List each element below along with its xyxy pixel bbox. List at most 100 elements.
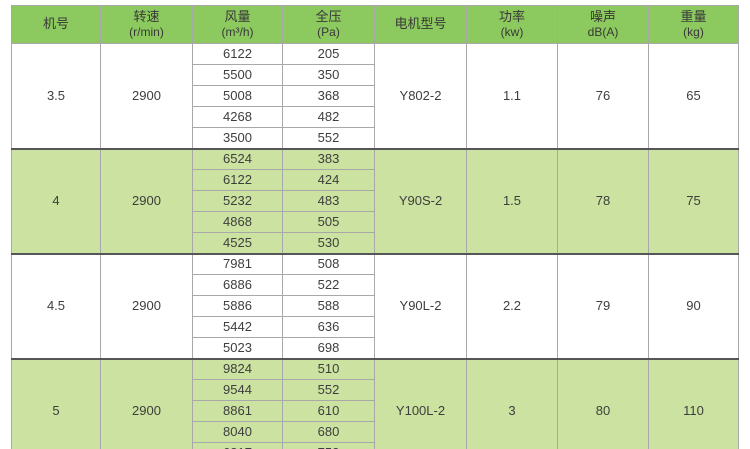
cell-pressure: 205 — [282, 43, 375, 65]
table-row: 4.5 2900 7981 508 Y90L-2 2.2 79 90 — [11, 252, 739, 359]
cell-pressure: 588 — [282, 295, 375, 317]
cell-weight: 65 — [648, 43, 739, 149]
cell-volume: 4868 — [192, 211, 283, 233]
cell-noise: 80 — [557, 357, 649, 449]
cell-pressure: 552 — [282, 127, 375, 149]
table-row: 5 2900 9824 510 Y100L-2 3 80 110 — [11, 357, 739, 449]
cell-pressure: 483 — [282, 190, 375, 212]
table-row: 4 2900 6524 383 Y90S-2 1.5 78 75 — [11, 147, 739, 254]
cell-speed: 2900 — [100, 252, 193, 359]
cell-volume: 9824 — [192, 357, 283, 380]
table-row: 3.5 2900 6122 205 Y802-2 1.1 76 65 — [11, 43, 739, 149]
col-header-power-label: 功率 — [498, 8, 525, 24]
col-header-motor-model-label: 电机型号 — [394, 16, 447, 32]
header-row: 机号 转速 (r/min) 风量 (m³/h) 全压 (Pa) 电机型号 — [11, 5, 739, 44]
cell-pressure: 522 — [282, 274, 375, 296]
col-header-speed-unit: (r/min) — [129, 25, 164, 40]
cell-noise: 78 — [557, 147, 649, 254]
cell-machine-no: 4.5 — [11, 252, 101, 359]
cell-volume: 5008 — [192, 85, 283, 107]
cell-weight: 75 — [648, 147, 739, 254]
table-row: 5232 483 — [12, 190, 739, 212]
table-row: 4268 482 — [12, 106, 739, 128]
cell-volume: 7981 — [192, 252, 283, 275]
cell-volume: 5442 — [192, 316, 283, 338]
col-header-power: 功率 (kw) — [466, 5, 558, 44]
col-header-total-pressure-label: 全压 — [315, 8, 342, 24]
cell-pressure: 368 — [282, 85, 375, 107]
cell-pressure: 505 — [282, 211, 375, 233]
cell-speed: 2900 — [100, 43, 193, 149]
cell-volume: 8040 — [192, 421, 283, 443]
col-header-machine-no-label: 机号 — [42, 16, 69, 32]
cell-pressure: 698 — [282, 337, 375, 359]
cell-pressure: 424 — [282, 169, 375, 191]
cell-pressure: 636 — [282, 316, 375, 338]
cell-noise: 76 — [557, 43, 649, 149]
cell-volume: 8861 — [192, 400, 283, 422]
cell-machine-no: 4 — [11, 147, 101, 254]
col-header-noise-unit: dB(A) — [587, 25, 619, 40]
cell-power: 2.2 — [466, 252, 558, 359]
table-row: 8861 610 — [12, 400, 739, 422]
col-header-total-pressure: 全压 (Pa) — [282, 5, 375, 44]
fan-spec-table: 机号 转速 (r/min) 风量 (m³/h) 全压 (Pa) 电机型号 — [11, 5, 739, 449]
cell-pressure: 383 — [282, 147, 375, 170]
col-header-total-pressure-unit: (Pa) — [317, 25, 340, 40]
col-header-weight: 重量 (kg) — [648, 5, 739, 44]
cell-pressure: 530 — [282, 232, 375, 254]
cell-volume: 3500 — [192, 127, 283, 149]
cell-weight: 110 — [648, 357, 739, 449]
cell-volume: 4268 — [192, 106, 283, 128]
cell-power: 1.5 — [466, 147, 558, 254]
col-header-weight-unit: (kg) — [683, 25, 704, 40]
table-row: 9544 552 — [12, 379, 739, 401]
cell-volume: 5886 — [192, 295, 283, 317]
table-row: 6122 424 — [12, 169, 739, 191]
col-header-noise-label: 噪声 — [589, 8, 616, 24]
cell-pressure: 752 — [282, 442, 375, 449]
table-row: 5023 698 — [12, 337, 739, 359]
cell-volume: 6817 — [192, 442, 283, 449]
cell-pressure: 680 — [282, 421, 375, 443]
col-header-machine-no: 机号 — [11, 5, 101, 44]
cell-pressure: 610 — [282, 400, 375, 422]
cell-pressure: 510 — [282, 357, 375, 380]
col-header-power-unit: (kw) — [500, 25, 524, 40]
cell-machine-no: 5 — [11, 357, 101, 449]
col-header-air-volume-label: 风量 — [224, 8, 251, 24]
cell-motor-model: Y100L-2 — [374, 357, 467, 449]
cell-motor-model: Y90S-2 — [374, 147, 467, 254]
col-header-weight-label: 重量 — [680, 8, 707, 24]
col-header-speed: 转速 (r/min) — [100, 5, 193, 44]
cell-volume: 6122 — [192, 169, 283, 191]
cell-weight: 90 — [648, 252, 739, 359]
cell-volume: 6524 — [192, 147, 283, 170]
cell-volume: 5500 — [192, 64, 283, 86]
cell-speed: 2900 — [100, 357, 193, 449]
cell-pressure: 350 — [282, 64, 375, 86]
table-row: 6817 752 — [12, 442, 739, 449]
table-row: 5442 636 — [12, 316, 739, 338]
cell-power: 3 — [466, 357, 558, 449]
cell-volume: 6122 — [192, 43, 283, 65]
cell-pressure: 552 — [282, 379, 375, 401]
col-header-air-volume-unit: (m³/h) — [221, 25, 254, 40]
col-header-speed-label: 转速 — [133, 8, 160, 24]
col-header-air-volume: 风量 (m³/h) — [192, 5, 283, 44]
cell-speed: 2900 — [100, 147, 193, 254]
table-row: 4868 505 — [12, 211, 739, 233]
cell-volume: 5232 — [192, 190, 283, 212]
cell-volume: 9544 — [192, 379, 283, 401]
cell-volume: 4525 — [192, 232, 283, 254]
cell-volume: 5023 — [192, 337, 283, 359]
cell-noise: 79 — [557, 252, 649, 359]
cell-power: 1.1 — [466, 43, 558, 149]
cell-machine-no: 3.5 — [11, 43, 101, 149]
cell-volume: 6886 — [192, 274, 283, 296]
cell-pressure: 482 — [282, 106, 375, 128]
cell-pressure: 508 — [282, 252, 375, 275]
cell-motor-model: Y802-2 — [374, 43, 467, 149]
col-header-noise: 噪声 dB(A) — [557, 5, 649, 44]
cell-motor-model: Y90L-2 — [374, 252, 467, 359]
